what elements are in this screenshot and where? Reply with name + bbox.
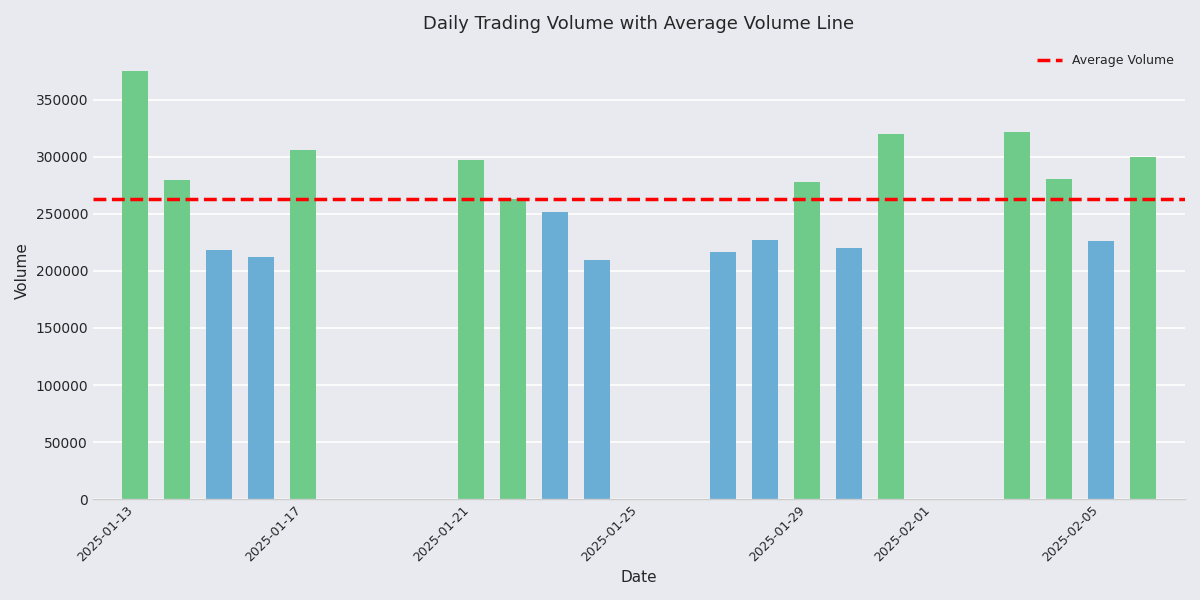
Bar [1004,132,1030,499]
Bar [1046,179,1072,499]
Bar [836,248,862,499]
Bar [458,160,484,499]
Bar [206,250,232,499]
Bar [248,257,274,499]
Bar [878,134,904,499]
Bar [122,71,148,499]
Bar [1088,241,1114,499]
Bar [1130,157,1156,499]
Legend: Average Volume: Average Volume [1032,49,1178,72]
Bar [794,182,820,499]
Title: Daily Trading Volume with Average Volume Line: Daily Trading Volume with Average Volume… [424,15,854,33]
Bar [584,260,610,499]
Bar [752,240,778,499]
Y-axis label: Volume: Volume [14,242,30,299]
X-axis label: Date: Date [620,570,658,585]
Bar [710,251,736,499]
Bar [290,150,316,499]
Bar [542,212,568,499]
Bar [500,199,526,499]
Bar [164,180,190,499]
